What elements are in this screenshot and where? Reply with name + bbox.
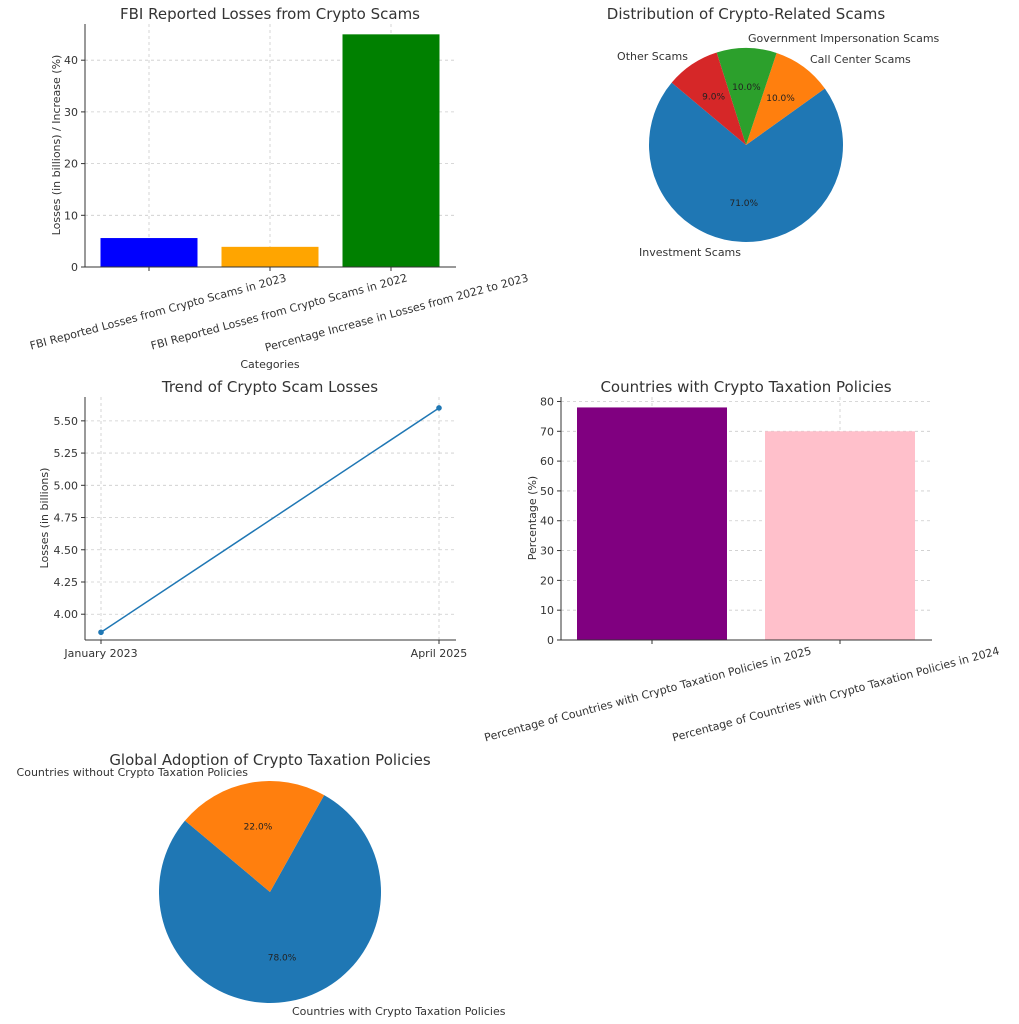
chart2-slice-label-3: Other Scams [617, 50, 688, 63]
chart4-ytick-label-4: 40 [540, 515, 554, 528]
chart3-x-ticks: January 2023 April 2025 [63, 640, 467, 660]
chart4-ytick-label-7: 70 [540, 425, 554, 438]
chart1-x-label: Categories [240, 358, 300, 371]
chart4-ytick-label-0: 0 [547, 634, 554, 647]
chart3-title: Trend of Crypto Scam Losses [161, 378, 378, 396]
chart-scam-distribution: Distribution of Crypto-Related Scams 71.… [607, 5, 940, 259]
chart1-bar-1 [221, 246, 319, 267]
chart3-ytick-label-6: 5.50 [54, 415, 79, 428]
chart1-ytick-label-1: 10 [64, 209, 78, 222]
chart5-title: Global Adoption of Crypto Taxation Polic… [109, 751, 431, 769]
chart3-point-1 [436, 405, 442, 411]
chart5-slice-1 [184, 780, 325, 892]
chart4-ytick-label-1: 10 [540, 604, 554, 617]
chart1-y-label: Losses (in billions) / Increase (%) [50, 55, 63, 236]
chart1-bar-2 [342, 34, 440, 268]
chart3-xtick-label-1: April 2025 [411, 647, 468, 660]
chart5-slice-label-0: Countries with Crypto Taxation Policies [292, 1005, 506, 1018]
chart2-slice-2 [716, 47, 777, 145]
chart5-slice-label-1: Countries without Crypto Taxation Polici… [17, 766, 249, 779]
chart2-pct-label-3: 9.0% [702, 93, 725, 103]
chart3-grid [85, 397, 456, 640]
chart4-ytick-label-3: 30 [540, 545, 554, 558]
chart2-pct-label-2: 10.0% [732, 83, 761, 93]
chart5-labels: 78.0% Countries with Crypto Taxation Poli… [17, 766, 506, 1018]
chart3-series [98, 405, 442, 636]
chart2-slice-1 [746, 52, 825, 145]
chart4-x-ticks: Percentage of Countries with Crypto Taxa… [483, 640, 1001, 744]
chart5-slice-0 [159, 795, 382, 1003]
chart2-pct-label-1: 10.0% [766, 94, 795, 104]
chart3-ytick-label-5: 5.25 [54, 447, 79, 460]
chart3-ytick-label-2: 4.50 [54, 544, 79, 557]
chart2-pct-label-0: 71.0% [729, 199, 758, 209]
chart2-slices [649, 47, 843, 243]
chart3-y-ticks: 4.00 4.25 4.50 4.75 5.00 5.25 5.50 [54, 415, 85, 621]
chart3-y-label: Losses (in billions) [38, 468, 51, 569]
chart4-y-label: Percentage (%) [526, 476, 539, 560]
chart4-bar-1 [765, 431, 915, 640]
chart2-slice-0 [649, 82, 843, 243]
chart4-ytick-label-5: 50 [540, 485, 554, 498]
chart1-bars [100, 34, 440, 268]
chart5-pct-label-1: 22.0% [244, 822, 273, 832]
chart1-bar-0 [100, 238, 198, 267]
chart3-series-line [100, 407, 440, 633]
chart4-ytick-label-2: 20 [540, 574, 554, 587]
chart3-ytick-label-3: 4.75 [54, 512, 79, 525]
chart4-xtick-label-0: Percentage of Countries with Crypto Taxa… [483, 644, 813, 744]
chart2-slice-label-1: Call Center Scams [810, 53, 911, 66]
chart4-title: Countries with Crypto Taxation Policies [600, 378, 891, 396]
chart4-bar-0 [577, 407, 727, 640]
chart2-slice-label-0: Investment Scams [639, 246, 741, 259]
chart5-pct-label-0: 78.0% [268, 954, 297, 964]
chart1-ytick-label-4: 40 [64, 54, 78, 67]
chart4-y-ticks: 0 10 20 30 40 50 60 70 80 [540, 395, 561, 647]
chart3-point-0 [98, 629, 104, 636]
chart2-slice-label-2: Government Impersonation Scams [748, 32, 940, 45]
chart3-xtick-label-0: January 2023 [63, 647, 137, 660]
chart4-bars [577, 407, 915, 640]
chart1-x-ticks: FBI Reported Losses from Crypto Scams in… [28, 267, 530, 354]
chart4-ytick-label-6: 60 [540, 455, 554, 468]
chart-loss-trend: Trend of Crypto Scam Losses 4.00 4.25 4.50… [38, 378, 467, 660]
chart1-ytick-label-0: 0 [71, 261, 78, 274]
chart-global-adoption: Global Adoption of Crypto Taxation Polic… [17, 751, 506, 1018]
chart3-ytick-label-4: 5.00 [54, 479, 79, 492]
chart5-slices [159, 780, 382, 1003]
chart4-xtick-label-1: Percentage of Countries with Crypto Taxa… [671, 644, 1001, 744]
chart-taxation-policies: Countries with Crypto Taxation Policies … [483, 378, 1001, 744]
chart2-slice-3 [671, 52, 746, 145]
chart3-ytick-label-0: 4.00 [54, 608, 79, 621]
chart2-labels: 71.0% Investment Scams 10.0% Call Center Sc… [617, 32, 940, 259]
chart1-ytick-label-3: 30 [64, 106, 78, 119]
chart1-title: FBI Reported Losses from Crypto Scams [120, 5, 420, 23]
chart1-ytick-label-2: 20 [64, 158, 78, 171]
chart1-y-ticks: 0 10 20 30 40 [64, 54, 85, 274]
chart-fbi-losses: FBI Reported Losses from Crypto Scams 0 1… [28, 5, 529, 371]
chart2-title: Distribution of Crypto-Related Scams [607, 5, 886, 23]
chart4-ytick-label-8: 80 [540, 395, 554, 408]
chart3-ytick-label-1: 4.25 [54, 576, 79, 589]
